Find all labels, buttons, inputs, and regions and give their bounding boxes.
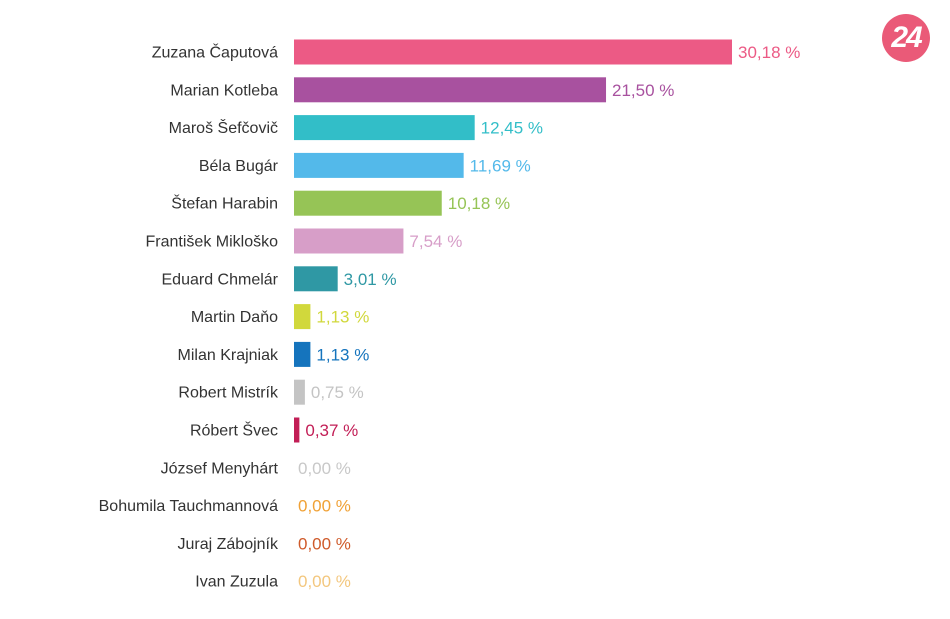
value-label: 3,01 %	[344, 270, 397, 289]
value-label: 30,18 %	[738, 43, 800, 62]
value-label: 12,45 %	[481, 119, 543, 138]
category-label: Eduard Chmelár	[162, 271, 279, 288]
category-label: Béla Bugár	[199, 158, 279, 175]
bar[interactable]	[294, 266, 338, 292]
value-label: 21,50 %	[612, 81, 674, 100]
value-label: 7,54 %	[409, 232, 462, 251]
category-label: Zuzana Čaputová	[152, 43, 278, 62]
category-label: József Menyhárt	[161, 460, 279, 477]
value-label: 1,13 %	[316, 345, 369, 364]
value-label: 10,18 %	[448, 194, 510, 213]
category-label: Ivan Zuzula	[195, 574, 278, 591]
bar[interactable]	[294, 152, 464, 178]
bar[interactable]	[294, 341, 311, 367]
brand-logo[interactable]: 24	[882, 14, 930, 62]
bar[interactable]	[294, 379, 305, 405]
value-label: 0,75 %	[311, 383, 364, 402]
category-label: Marian Kotleba	[170, 82, 278, 99]
value-label: 0,00 %	[298, 459, 351, 478]
category-label: Martin Daňo	[191, 309, 278, 326]
category-label: Róbert Švec	[190, 421, 278, 440]
category-label: Maroš Šefčovič	[169, 118, 278, 137]
bar[interactable]	[294, 190, 442, 216]
value-label: 11,69 %	[470, 156, 531, 175]
value-label: 1,13 %	[316, 308, 369, 327]
bar[interactable]	[294, 115, 475, 141]
category-label: Štefan Harabin	[171, 194, 278, 213]
brand-logo-text: 24	[891, 21, 922, 54]
category-label: Milan Krajniak	[178, 347, 279, 364]
category-label: Bohumila Tauchmannová	[99, 498, 278, 515]
category-label: Robert Mistrík	[178, 385, 279, 402]
bar[interactable]	[294, 77, 607, 103]
category-label: Juraj Zábojník	[178, 536, 279, 553]
value-label: 0,00 %	[298, 572, 351, 591]
bar[interactable]	[294, 304, 311, 330]
value-label: 0,37 %	[305, 421, 358, 440]
bar[interactable]	[294, 39, 732, 65]
bar[interactable]	[294, 228, 404, 254]
value-label: 0,00 %	[298, 497, 351, 516]
category-label: František Mikloško	[146, 234, 279, 251]
value-label: 0,00 %	[298, 534, 351, 553]
bar[interactable]	[294, 417, 300, 443]
